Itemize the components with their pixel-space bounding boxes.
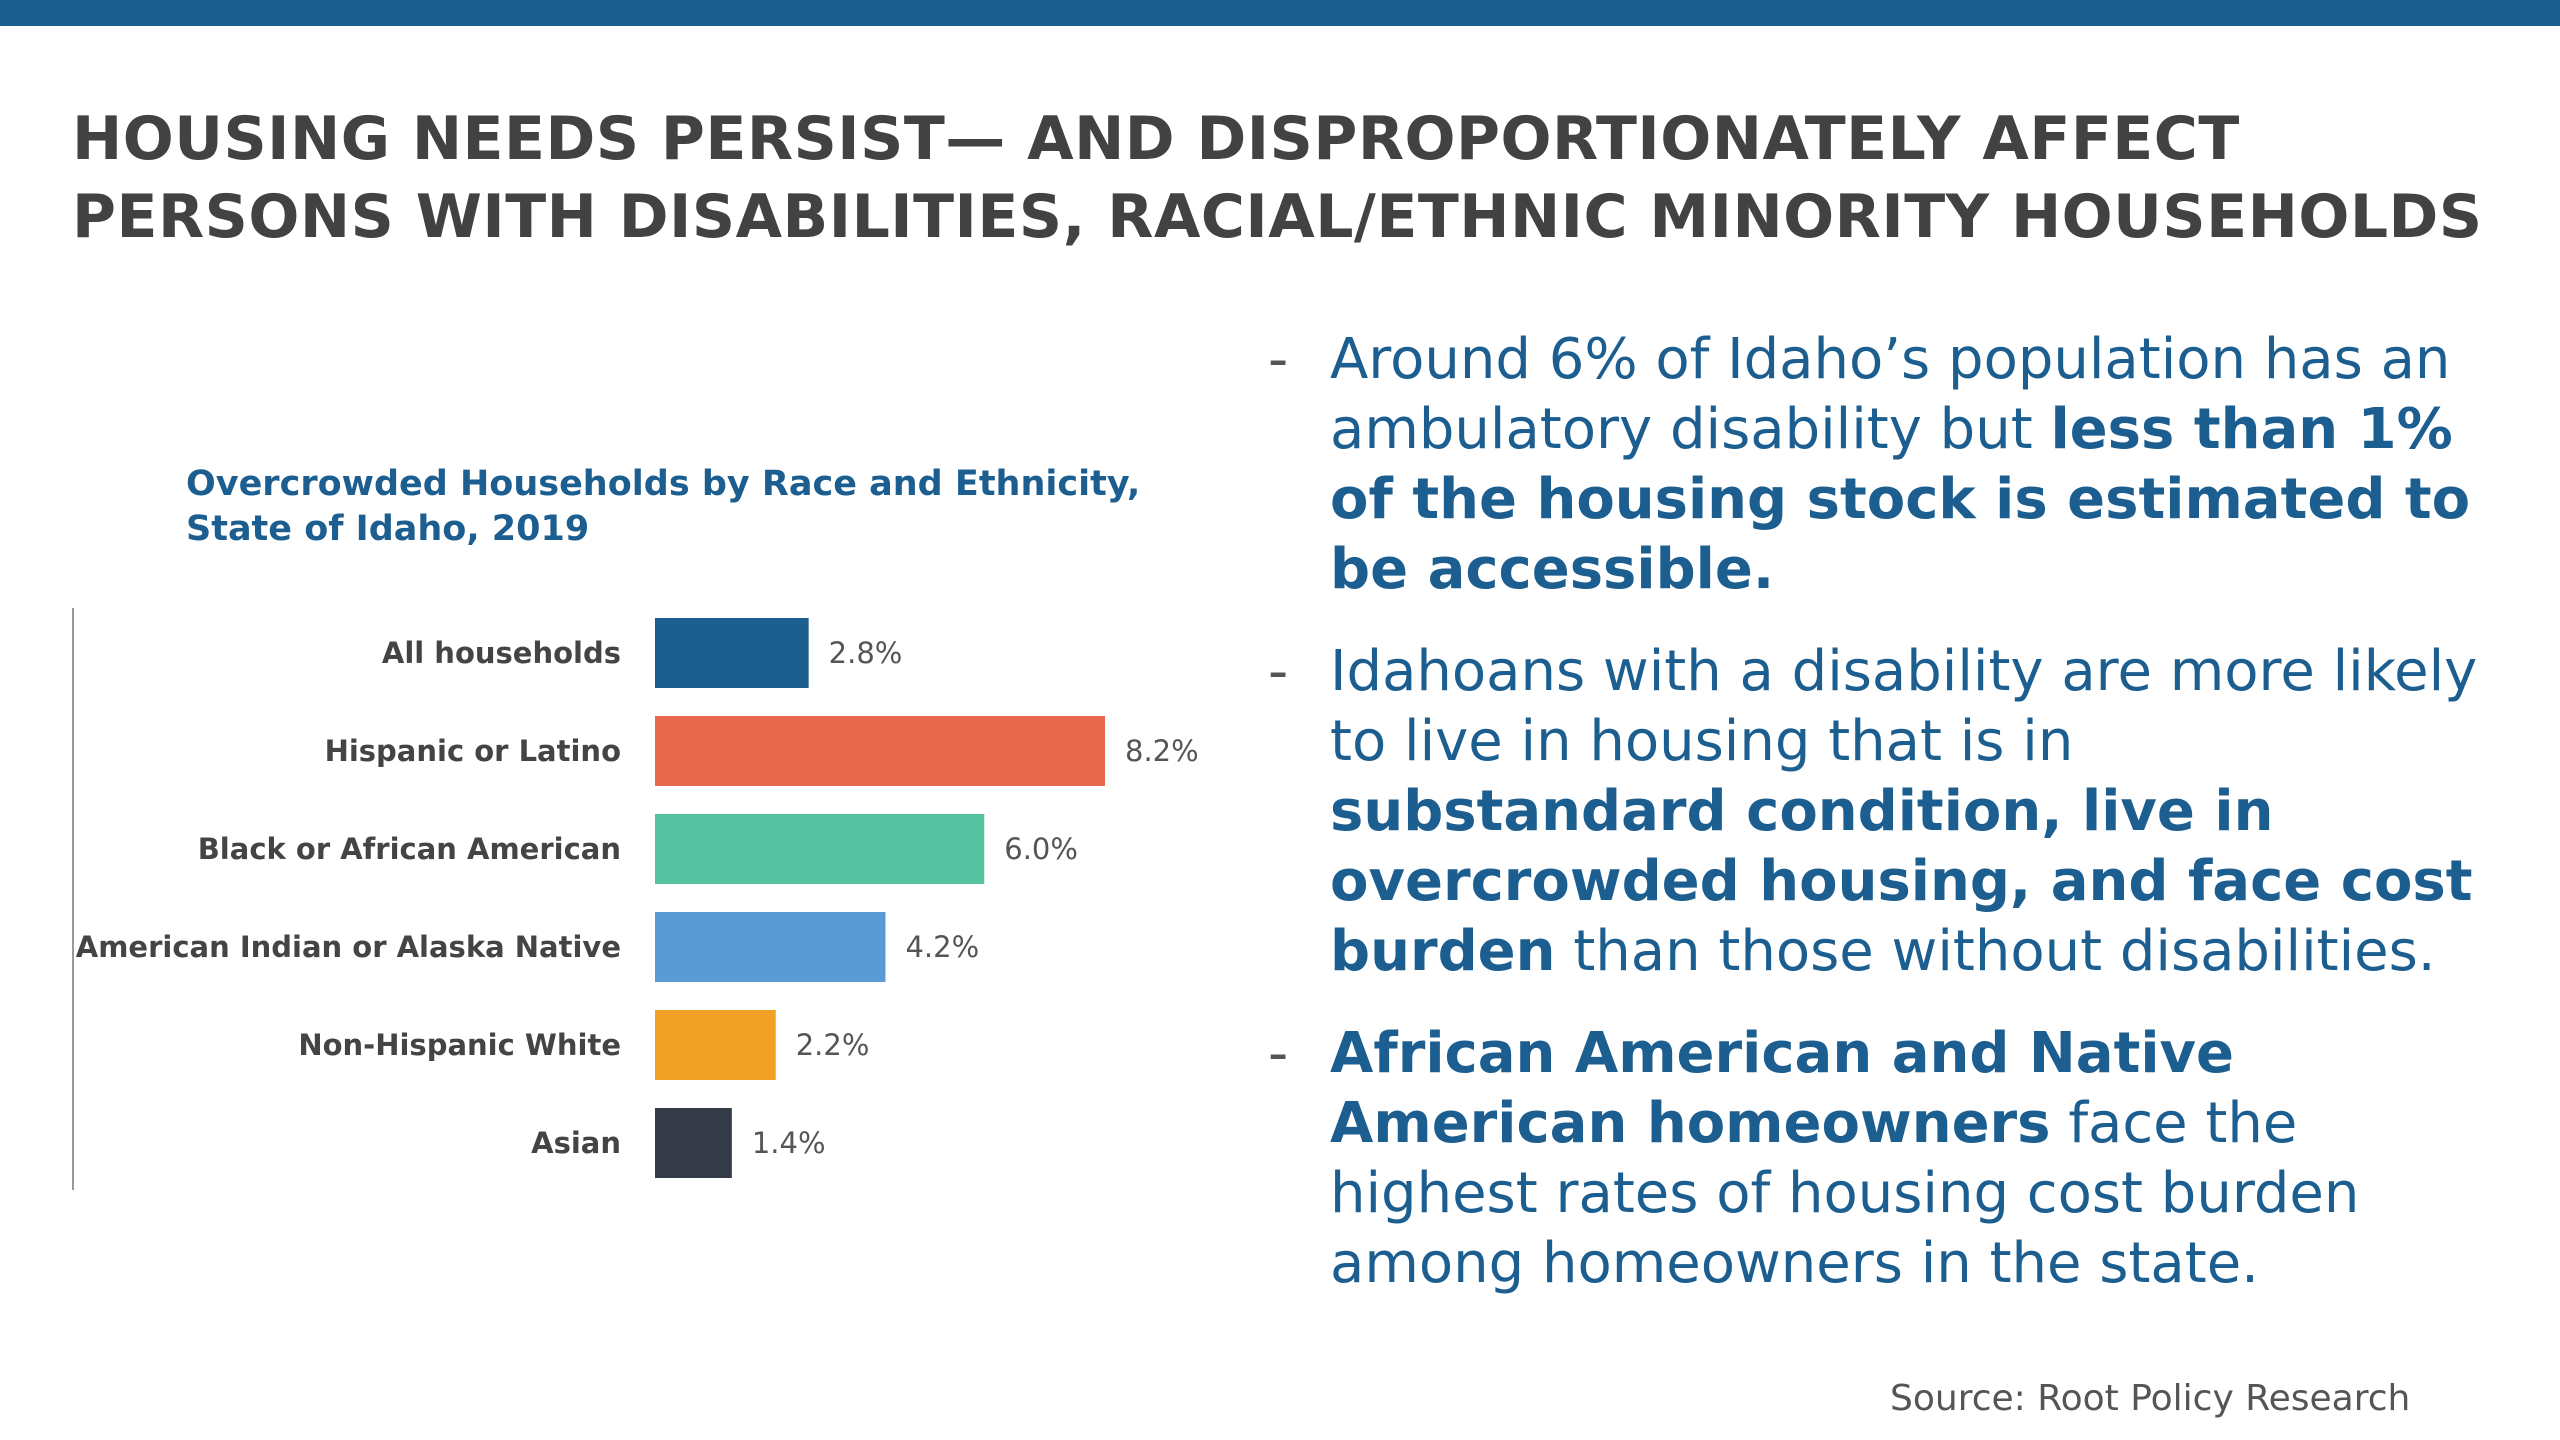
finding-item: - African American and Native American ho… — [1268, 1019, 2478, 1299]
finding-text: Idahoans with a disability are more like… — [1330, 639, 2478, 774]
bar — [655, 716, 1105, 786]
finding-text: face the highest rates of housing cost b… — [1330, 1091, 2360, 1296]
bar — [655, 912, 886, 982]
bar — [655, 618, 809, 688]
page-title-line-2: PERSONS WITH DISABILITIES, RACIAL/ETHNIC… — [72, 182, 2483, 252]
page-title: HOUSING NEEDS PERSIST— AND DISPROPORTION… — [72, 100, 2512, 256]
finding-emphasis: substandard condition, live in overcrowd… — [1330, 779, 2473, 984]
finding-emphasis: African American and Native American hom… — [1330, 1021, 2235, 1156]
category-label: American Indian or Alaska Native — [76, 930, 621, 964]
value-label: 4.2% — [905, 930, 979, 964]
finding-text: Around 6% of Idaho’s population has an a… — [1330, 327, 2451, 462]
bullet-dash: - — [1268, 327, 1289, 392]
value-label: 1.4% — [752, 1126, 826, 1160]
finding-text: than those without disabilities. — [1555, 919, 2436, 984]
finding-emphasis: less than 1% of the housing stock is est… — [1330, 397, 2471, 602]
overcrowded-households-bar-chart: All households 2.8% Hispanic or Latino 8.2%… — [72, 608, 1199, 1190]
page-title-line-1: HOUSING NEEDS PERSIST— AND DISPROPORTION… — [72, 104, 2240, 174]
bar — [655, 1010, 776, 1080]
category-label: Non-Hispanic White — [298, 1028, 621, 1062]
chart-title: Overcrowded Households by Race and Ethni… — [186, 462, 1186, 552]
category-label: All households — [382, 636, 621, 670]
finding-item: - Around 6% of Idaho’s population has an … — [1268, 325, 2478, 605]
chart-title-line-2: State of Idaho, 2019 — [186, 509, 590, 549]
value-label: 8.2% — [1125, 734, 1199, 768]
category-label: Asian — [531, 1126, 621, 1160]
category-label: Hispanic or Latino — [325, 734, 621, 768]
category-label: Black or African American — [198, 832, 621, 866]
bar — [655, 814, 985, 884]
top-accent-bar — [0, 0, 2560, 26]
finding-item: - Idahoans with a disability are more lik… — [1268, 637, 2478, 987]
value-label: 2.2% — [796, 1028, 870, 1062]
bullet-dash: - — [1268, 639, 1289, 704]
source-note: Source: Root Policy Research — [1890, 1378, 2411, 1419]
key-findings-list: - Around 6% of Idaho’s population has an … — [1268, 325, 2478, 1331]
bullet-dash: - — [1268, 1021, 1289, 1086]
chart-title-line-1: Overcrowded Households by Race and Ethni… — [186, 464, 1141, 504]
bar — [655, 1108, 732, 1178]
value-label: 6.0% — [1004, 832, 1078, 866]
value-label: 2.8% — [829, 636, 903, 670]
